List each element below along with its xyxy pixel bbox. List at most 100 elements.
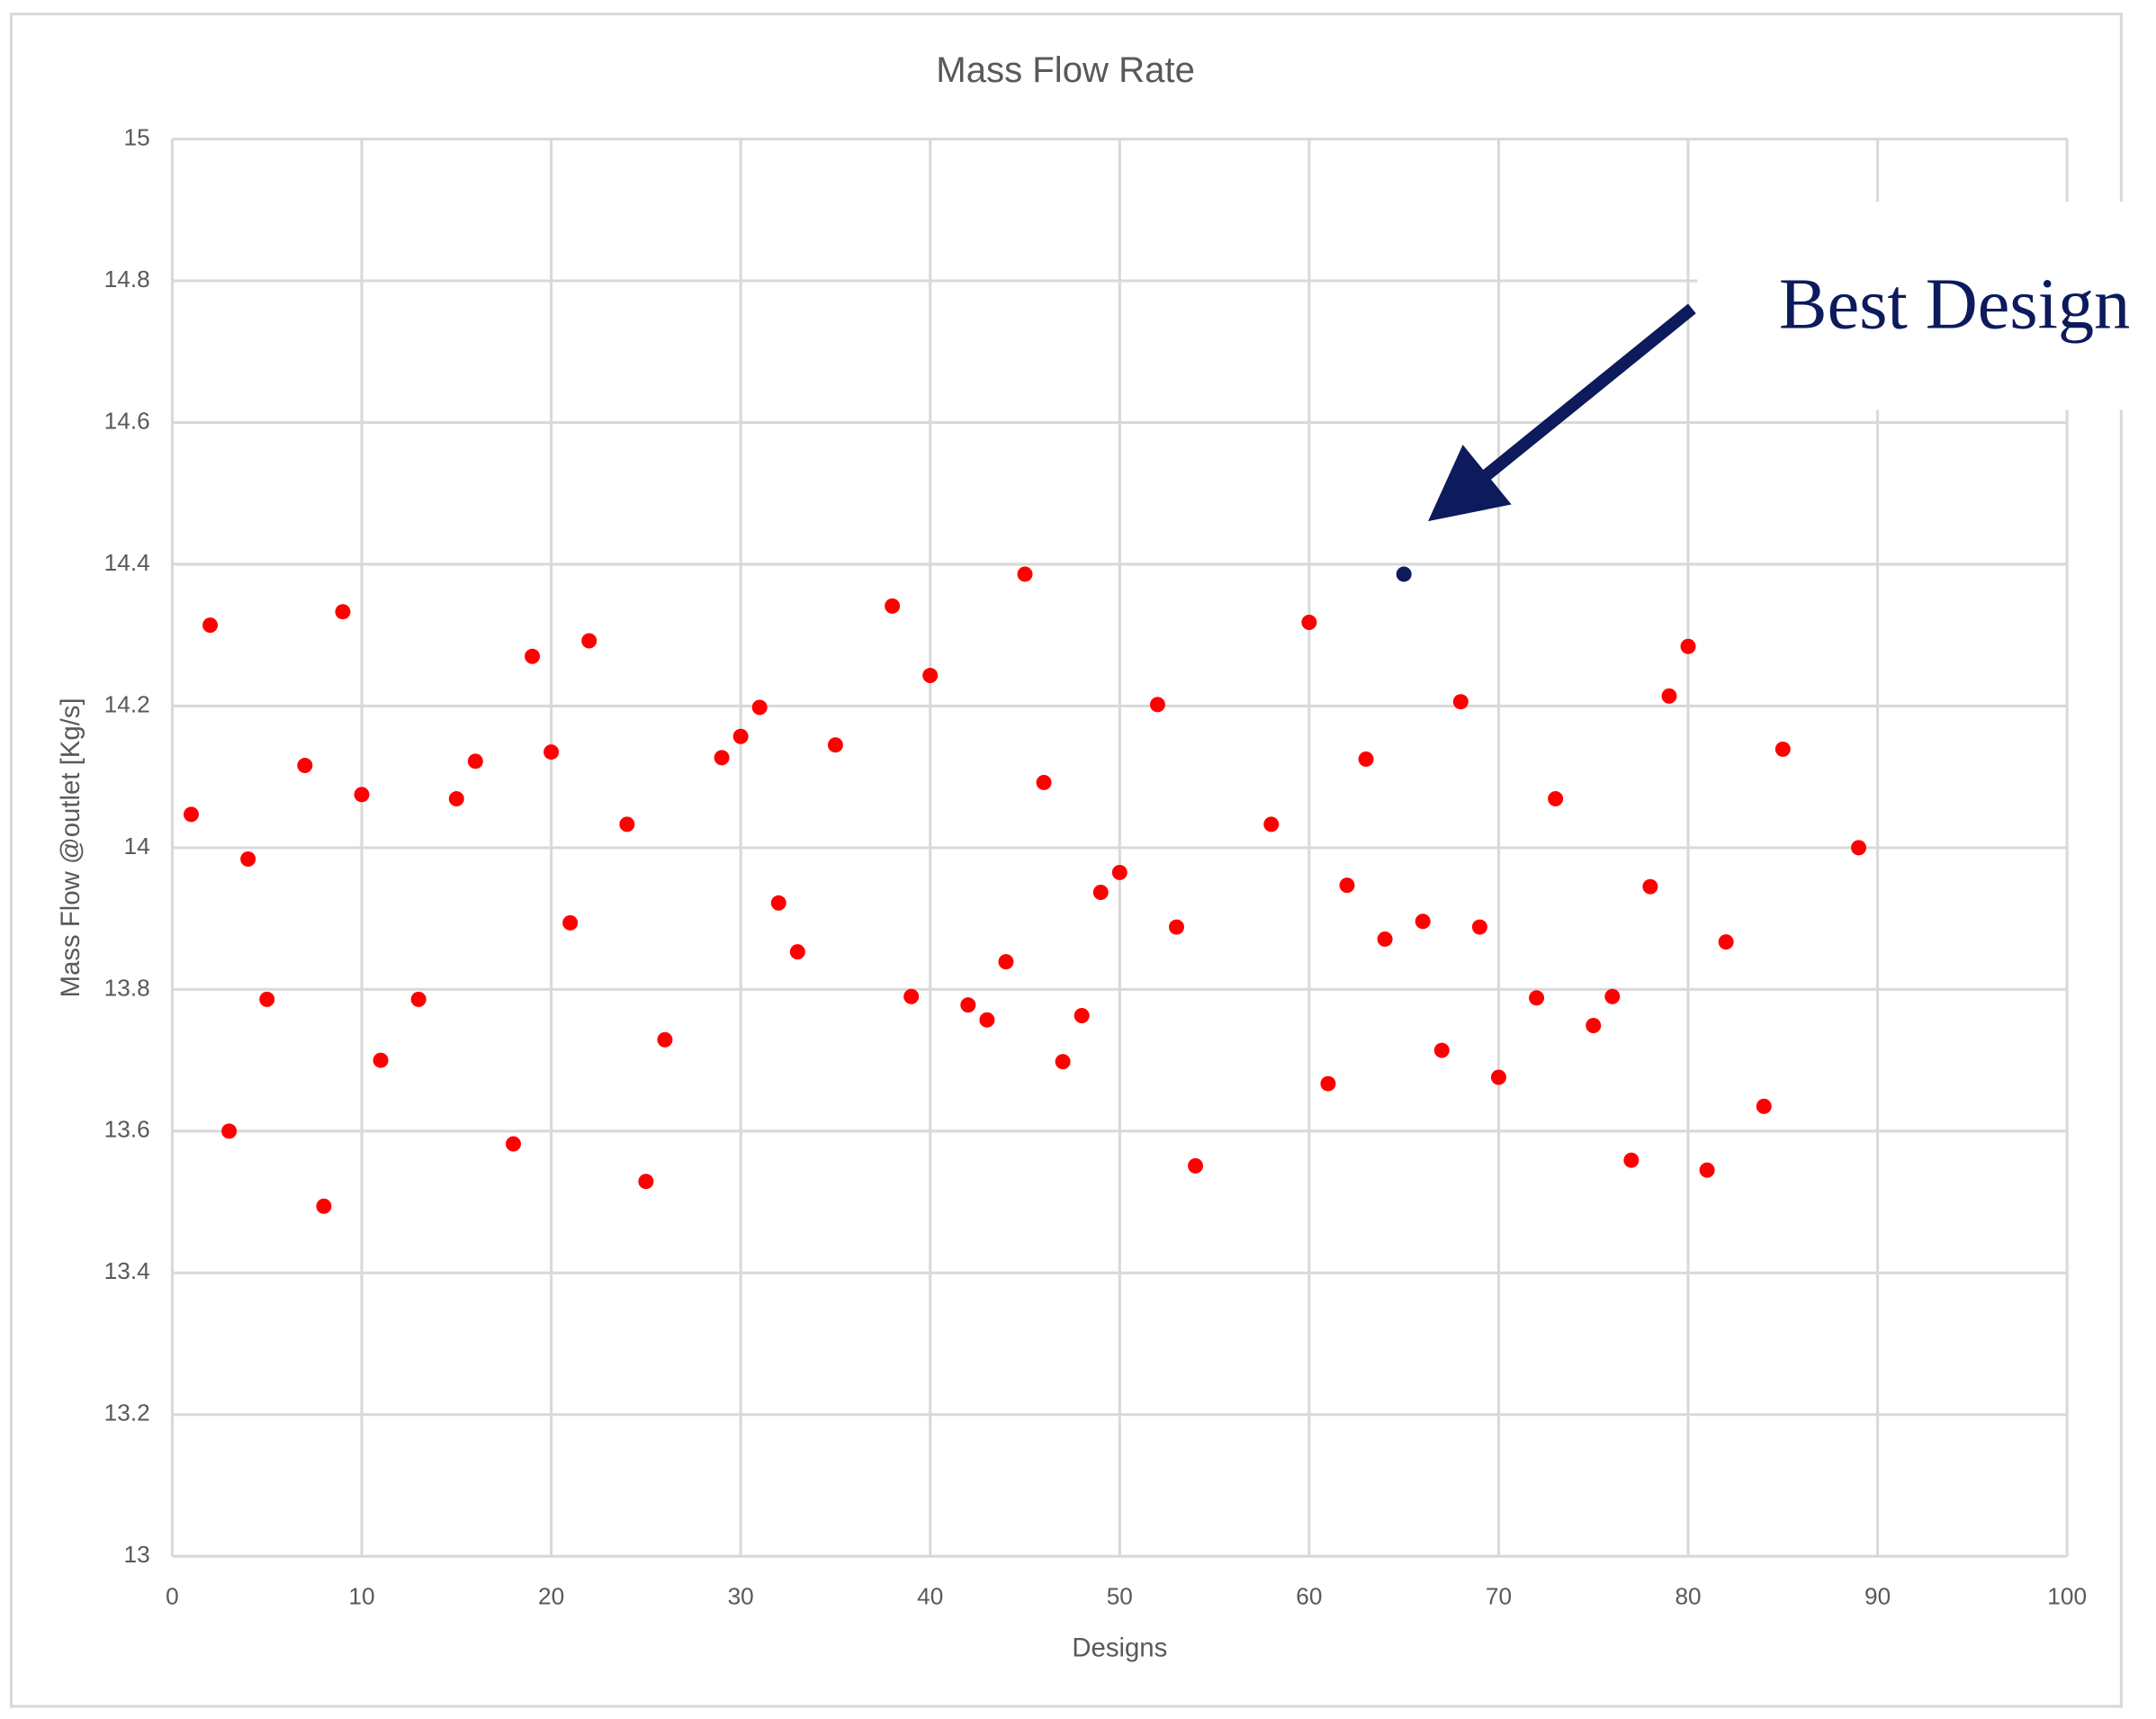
point (1396, 566, 1412, 582)
point (259, 991, 275, 1007)
x-tick-label: 50 (1107, 1582, 1133, 1609)
point (1490, 1069, 1506, 1085)
point (448, 791, 464, 807)
y-tick-label: 14 (124, 832, 150, 860)
point (1339, 878, 1355, 894)
point (1718, 934, 1734, 950)
point (1168, 919, 1184, 935)
point (562, 914, 579, 931)
point (1756, 1098, 1772, 1114)
point (751, 699, 768, 716)
point (1055, 1054, 1071, 1070)
point (619, 816, 635, 832)
arrow-shaft (1469, 303, 1696, 491)
point (1036, 774, 1052, 790)
x-tick-label: 30 (728, 1582, 754, 1609)
point (1111, 864, 1127, 880)
point (505, 1136, 521, 1152)
point (714, 750, 730, 766)
grid: 13 13.2 13.4 13.6 13.8 14 14.2 14.4 14.6 14.8 15 0 1… (104, 123, 2087, 1609)
chart-title: Mass Flow Rate (936, 50, 1195, 90)
point (770, 895, 786, 911)
x-tick-label: 40 (917, 1582, 943, 1609)
point (789, 944, 805, 960)
y-tick-label: 13.2 (104, 1400, 150, 1426)
x-tick-label: 100 (2047, 1582, 2087, 1609)
point (373, 1052, 389, 1068)
y-tick-label: 14.8 (104, 266, 150, 292)
x-tick-label: 60 (1296, 1582, 1322, 1609)
point (240, 850, 256, 867)
x-tick-label: 10 (348, 1582, 374, 1609)
point (885, 598, 901, 614)
point (1586, 1018, 1602, 1033)
point (1092, 884, 1109, 900)
point (1358, 751, 1374, 767)
point (998, 954, 1014, 970)
point (1548, 791, 1564, 807)
x-axis-label: Designs (1072, 1633, 1167, 1662)
point (1433, 1042, 1450, 1058)
point (1774, 741, 1791, 757)
point (1377, 931, 1393, 947)
point (581, 633, 597, 649)
point (1320, 1076, 1336, 1092)
point (1851, 840, 1867, 856)
point (410, 991, 427, 1007)
point (1680, 638, 1696, 654)
y-tick-label: 13.6 (104, 1116, 150, 1143)
y-tick-label: 13.4 (104, 1257, 150, 1284)
point (1074, 1007, 1090, 1023)
y-tick-label: 14.6 (104, 407, 150, 434)
point (922, 668, 939, 684)
point (1623, 1152, 1639, 1168)
point (960, 997, 976, 1013)
point (903, 988, 920, 1004)
y-tick-label: 15 (124, 123, 150, 150)
point (467, 753, 483, 770)
arrow-head (1428, 445, 1512, 522)
y-tick-label: 14.4 (104, 549, 150, 576)
y-tick-label: 13.8 (104, 974, 150, 1001)
y-tick-label: 14.2 (104, 690, 150, 717)
point (316, 1198, 332, 1214)
point (354, 787, 370, 803)
point (221, 1123, 238, 1139)
point (1699, 1162, 1715, 1178)
point (732, 728, 749, 744)
marks (183, 566, 1867, 1214)
annotation: Best Design (1779, 264, 2130, 344)
x-tick-label: 0 (166, 1582, 179, 1609)
point (1301, 615, 1317, 630)
point (1415, 914, 1431, 930)
point (1604, 988, 1621, 1004)
x-tick-label: 80 (1675, 1582, 1701, 1609)
point (1471, 919, 1487, 935)
point (1661, 688, 1677, 704)
point (183, 806, 199, 823)
y-tick-label: 13 (124, 1541, 150, 1568)
point (1149, 697, 1165, 713)
x-tick-label: 90 (1864, 1582, 1891, 1609)
point (1188, 1157, 1204, 1174)
point (297, 758, 313, 774)
point (1263, 816, 1280, 832)
point (638, 1174, 654, 1190)
point (1452, 694, 1469, 710)
point (827, 737, 843, 753)
point (1642, 878, 1658, 895)
point (525, 648, 541, 664)
point (1529, 990, 1545, 1006)
point (657, 1031, 673, 1048)
point (335, 604, 351, 620)
x-tick-label: 20 (538, 1582, 564, 1609)
x-tick-label: 70 (1486, 1582, 1512, 1609)
point (1017, 566, 1033, 582)
annotation-box (1697, 202, 2156, 410)
point (979, 1012, 995, 1028)
point (543, 744, 560, 760)
y-axis-label: Mass Flow @outlet [Kg/s] (56, 698, 85, 997)
point (202, 617, 219, 634)
